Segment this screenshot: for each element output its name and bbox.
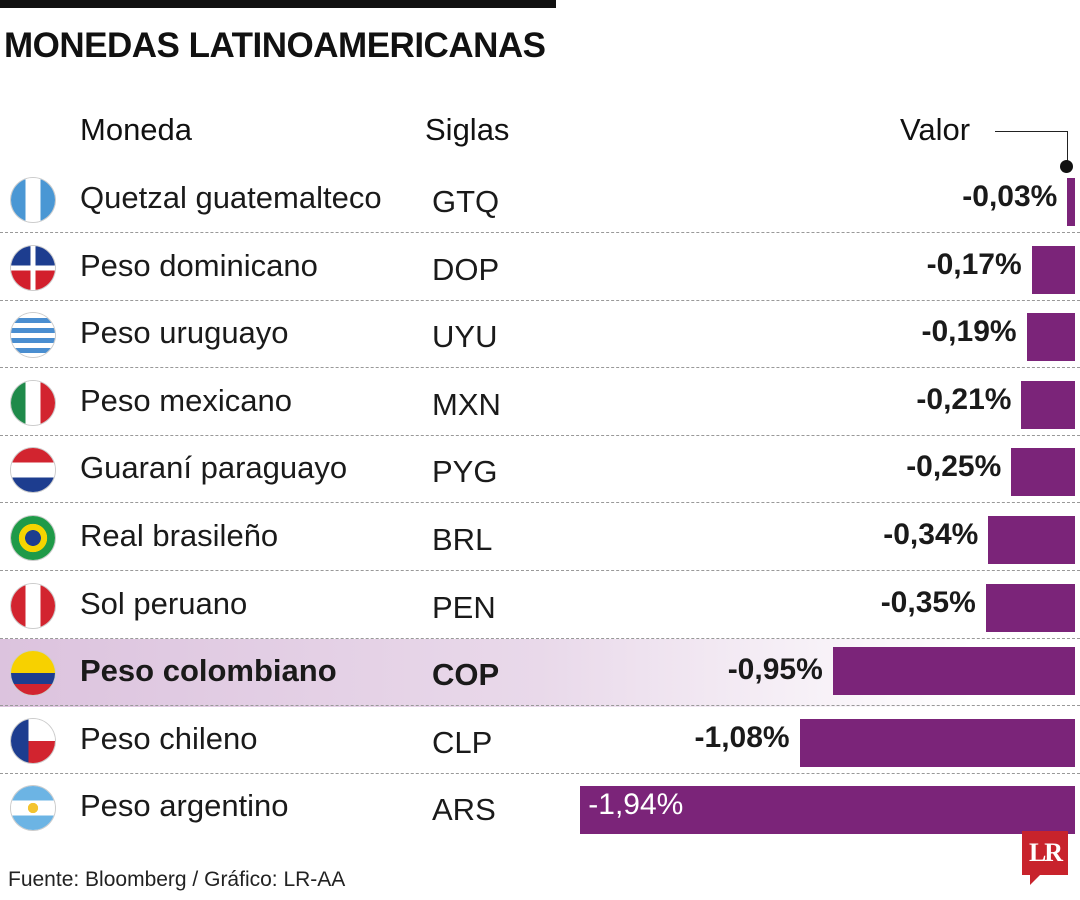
table-row: Sol peruano PEN -0,35%: [0, 572, 1080, 640]
value-label: -1,94%: [588, 788, 684, 822]
currency-name: Quetzal guatemalteco: [80, 180, 382, 215]
currency-name: Peso mexicano: [80, 382, 292, 418]
currency-code: CLP: [432, 724, 493, 760]
row-divider: [0, 502, 1080, 504]
currency-name: Sol peruano: [80, 585, 248, 621]
header-currency: Moneda: [80, 112, 193, 147]
value-bar: [985, 583, 1075, 632]
value-label: -0,95%: [727, 653, 823, 687]
mexico-flag-icon: [11, 380, 55, 425]
value-bar: [1067, 178, 1075, 226]
currency-name: Peso colombiano: [80, 653, 337, 689]
currency-name: Guaraní paraguayo: [80, 450, 348, 486]
row-divider: [0, 434, 1080, 436]
value-pointer-line: [995, 131, 1068, 168]
currency-name: Peso argentino: [80, 788, 289, 824]
value-bar: [1011, 448, 1075, 497]
table-row: Peso mexicano MXN -0,21%: [0, 369, 1080, 437]
dominican-flag-icon: [11, 245, 55, 290]
paraguay-flag-icon: [11, 448, 55, 493]
value-label: -0,03%: [962, 180, 1058, 213]
row-divider: [0, 299, 1080, 301]
value-label: -0,35%: [880, 585, 976, 619]
value-label: -0,25%: [906, 450, 1002, 484]
brazil-flag-icon: [11, 516, 55, 560]
currency-name: Peso chileno: [80, 720, 258, 756]
value-label: -0,17%: [926, 247, 1022, 281]
uruguay-flag-icon: [11, 313, 55, 358]
currency-code: PYG: [432, 454, 498, 490]
table-row: Quetzal guatemalteco GTQ -0,03%: [0, 166, 1080, 234]
table-row: Peso chileno CLP -1,08%: [0, 707, 1080, 775]
row-divider: [0, 570, 1080, 571]
currency-name: Real brasileño: [80, 518, 279, 553]
table-row: Peso uruguayo UYU -0,19%: [0, 301, 1080, 369]
lr-logo: LR: [1022, 831, 1068, 885]
row-divider: [0, 772, 1080, 774]
page-title: MONEDAS LATINOAMERICANAS: [4, 26, 546, 65]
value-bar: [1031, 245, 1075, 294]
value-label: -0,21%: [916, 382, 1012, 416]
table-row: Peso dominicano DOP -0,17%: [0, 234, 1080, 302]
value-pointer-dot: [1060, 160, 1073, 173]
row-divider: [0, 232, 1080, 233]
table-row: Peso colombiano COP -0,95%: [0, 639, 1080, 708]
top-rule: [0, 0, 556, 8]
value-bar: [988, 516, 1075, 564]
currency-code: BRL: [432, 522, 493, 557]
value-bar: [799, 718, 1075, 767]
table-row: Real brasileño BRL -0,34%: [0, 504, 1080, 572]
value-bar: [832, 647, 1075, 696]
value-label: -0,19%: [921, 315, 1017, 349]
currency-code: DOP: [432, 251, 500, 287]
currency-code: COP: [432, 657, 500, 693]
colombia-flag-icon: [11, 651, 55, 696]
value-label: -0,34%: [883, 518, 979, 551]
currency-code: MXN: [432, 386, 501, 422]
value-bar: [1021, 380, 1075, 429]
row-divider: [0, 637, 1080, 639]
header-code: Siglas: [425, 112, 510, 147]
value-label: -1,08%: [694, 720, 790, 754]
row-divider: [0, 367, 1080, 369]
currency-name: Peso uruguayo: [80, 315, 289, 351]
peru-flag-icon: [11, 583, 55, 628]
header-value: Valor: [900, 112, 971, 147]
currency-code: ARS: [432, 792, 496, 828]
currency-code: UYU: [432, 319, 498, 355]
chile-flag-icon: [11, 718, 55, 763]
value-bar: [1026, 313, 1075, 362]
currency-code: GTQ: [432, 184, 500, 219]
table-row: Peso argentino ARS -1,94%: [0, 774, 1080, 842]
argentina-flag-icon: [11, 786, 55, 831]
guatemala-flag-icon: [11, 178, 55, 222]
currency-name: Peso dominicano: [80, 247, 318, 283]
currency-code: PEN: [432, 589, 496, 625]
source-note: Fuente: Bloomberg / Gráfico: LR-AA: [8, 868, 346, 891]
value-bar: [580, 786, 1075, 835]
row-divider: [0, 705, 1080, 707]
table-row: Guaraní paraguayo PYG -0,25%: [0, 436, 1080, 504]
